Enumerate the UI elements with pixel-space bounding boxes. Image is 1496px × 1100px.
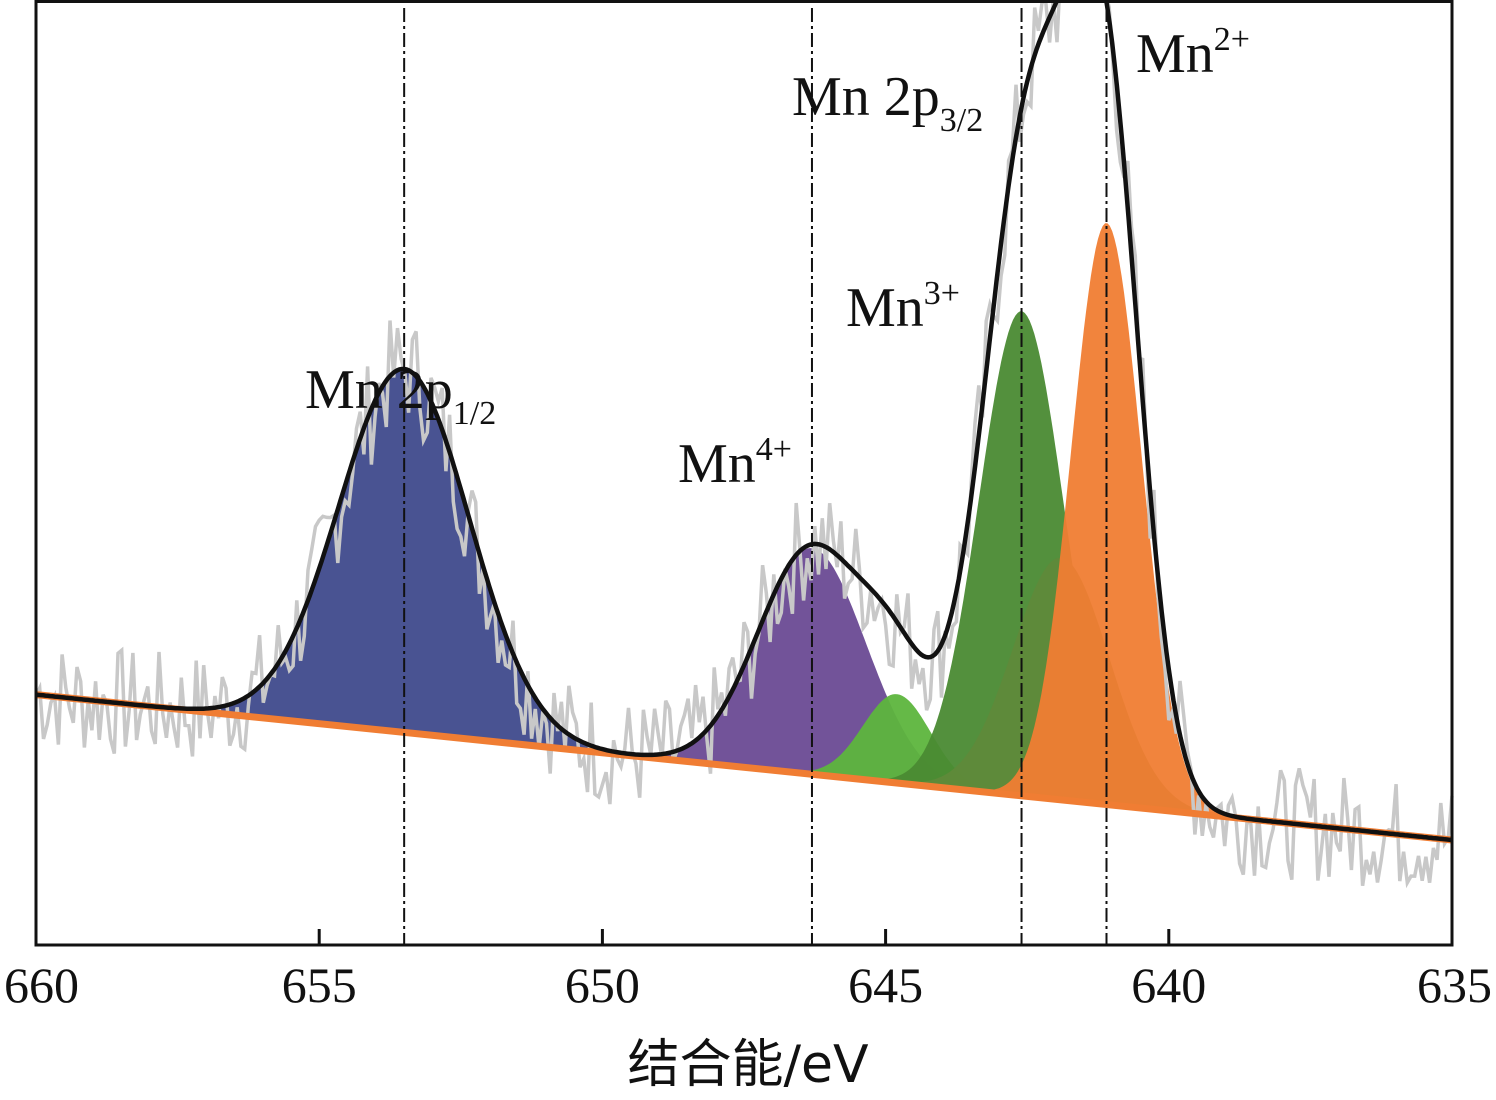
- x-tick-label-5: 635: [1417, 957, 1492, 1013]
- peak-fills: [36, 223, 1452, 841]
- peak-fill-1: [36, 548, 1452, 840]
- annotation-3: Mn 2p3/2: [792, 66, 983, 139]
- curve-lines: [34, 0, 1454, 889]
- fit-envelope-line: [35, 0, 1453, 843]
- annotation-1: Mn4+: [678, 431, 792, 495]
- plot-frame: [34, 0, 1454, 947]
- x-axis-label: 结合能/eV: [627, 1035, 869, 1095]
- peak-fill-5: [36, 223, 1452, 841]
- annotation-2: Mn3+: [846, 275, 960, 339]
- x-tick-label-3: 645: [848, 957, 923, 1013]
- peak-fill-0: [36, 369, 1452, 840]
- x-tick-label-2: 650: [565, 957, 640, 1013]
- annotation-4: Mn2+: [1136, 21, 1250, 85]
- background-line: [35, 691, 1453, 844]
- reference-lines: [403, 8, 1108, 945]
- x-tick-label-1: 655: [282, 957, 357, 1013]
- x-tick-label-4: 640: [1131, 957, 1206, 1013]
- x-axis-ticks: 660 655 650 645 640 635: [4, 929, 1492, 1013]
- x-tick-label-0: 660: [4, 957, 79, 1013]
